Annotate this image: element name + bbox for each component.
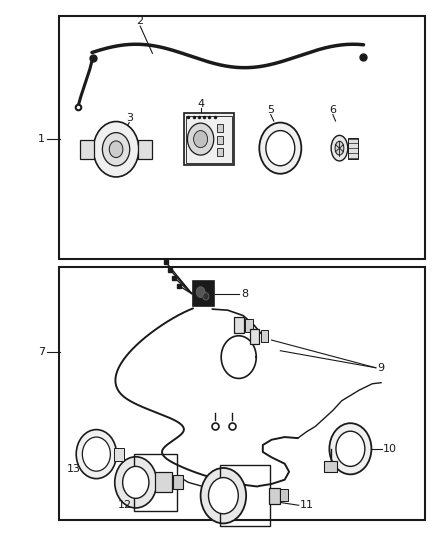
- Circle shape: [76, 430, 117, 479]
- Text: 7: 7: [38, 347, 45, 357]
- Text: 1: 1: [38, 134, 45, 143]
- Text: 12: 12: [118, 500, 132, 510]
- Bar: [186, 116, 232, 163]
- Bar: [220, 465, 270, 526]
- Circle shape: [336, 431, 365, 466]
- Bar: [193, 281, 214, 306]
- Circle shape: [266, 131, 295, 166]
- Text: 5: 5: [267, 106, 274, 115]
- Circle shape: [203, 293, 209, 300]
- Text: 9: 9: [378, 363, 385, 373]
- Circle shape: [201, 468, 246, 523]
- Bar: [173, 475, 183, 489]
- Circle shape: [329, 423, 371, 474]
- Circle shape: [187, 123, 214, 155]
- Bar: [245, 319, 253, 332]
- Bar: [234, 317, 244, 333]
- Bar: [59, 16, 425, 259]
- Bar: [138, 140, 152, 159]
- Circle shape: [102, 133, 130, 166]
- Bar: [269, 488, 280, 504]
- Bar: [155, 472, 172, 492]
- Bar: [217, 148, 223, 156]
- Text: 11: 11: [300, 500, 314, 510]
- Circle shape: [194, 131, 208, 148]
- Circle shape: [93, 122, 139, 177]
- Bar: [217, 124, 223, 132]
- Circle shape: [82, 437, 110, 471]
- Text: 2: 2: [137, 17, 144, 26]
- Text: 6: 6: [329, 106, 336, 115]
- Circle shape: [208, 478, 238, 514]
- Bar: [80, 140, 94, 159]
- Text: 4: 4: [198, 99, 205, 109]
- Bar: [217, 136, 223, 144]
- Circle shape: [115, 457, 157, 508]
- Bar: [348, 138, 358, 159]
- Circle shape: [123, 466, 149, 498]
- Bar: [261, 330, 268, 342]
- Ellipse shape: [335, 141, 344, 155]
- Bar: [280, 489, 288, 501]
- Bar: [324, 461, 337, 472]
- Bar: [250, 329, 259, 344]
- Circle shape: [196, 287, 205, 297]
- Bar: [184, 113, 234, 165]
- Circle shape: [109, 141, 123, 158]
- Bar: [134, 454, 177, 511]
- Text: 10: 10: [383, 444, 397, 454]
- Bar: [114, 448, 124, 461]
- Ellipse shape: [331, 135, 348, 161]
- Text: 3: 3: [126, 114, 133, 123]
- Bar: [59, 266, 425, 520]
- Text: 8: 8: [242, 289, 249, 299]
- Circle shape: [259, 123, 301, 174]
- Text: 13: 13: [67, 464, 81, 474]
